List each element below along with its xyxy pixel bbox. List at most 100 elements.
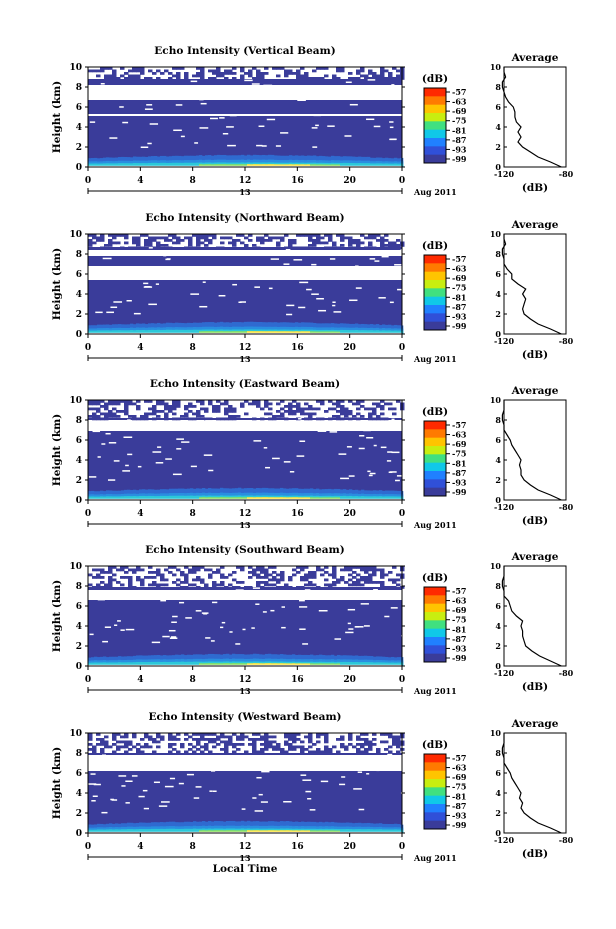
echo-cell	[142, 329, 146, 334]
no-data-speck	[286, 304, 295, 307]
echo-cell	[388, 163, 392, 167]
colorbar-swatch	[424, 479, 446, 489]
x-tick-label: 16	[291, 176, 304, 186]
echo-cell	[370, 330, 374, 334]
colorbar-tick-label: -63	[452, 596, 467, 606]
no-data-speck	[302, 643, 309, 645]
no-data-speck	[220, 626, 224, 629]
colorbar-unit: (dB)	[422, 406, 448, 418]
echo-cell	[224, 735, 229, 739]
echo-cell	[196, 740, 201, 744]
echo-cell	[256, 830, 260, 833]
echo-cell	[364, 748, 369, 751]
no-data-speck	[251, 627, 255, 629]
echo-cell	[139, 330, 143, 334]
echo-cell	[364, 662, 368, 666]
echo-cell	[151, 495, 155, 500]
echo-cell	[124, 330, 128, 334]
profile-title: Average	[511, 718, 559, 730]
echo-cell	[205, 497, 209, 500]
low-echo-region	[88, 418, 402, 500]
echo-cell	[208, 738, 213, 741]
profile-y-tick-label: 10	[490, 395, 502, 405]
echo-cell	[284, 69, 289, 73]
colorbar-swatch	[424, 587, 446, 596]
no-data-speck	[234, 768, 239, 770]
echo-cell	[160, 661, 164, 666]
echo-cell	[108, 77, 113, 80]
echo-cell	[176, 750, 181, 754]
echo-cell	[216, 735, 221, 739]
echo-cell	[128, 402, 133, 406]
echo-cell	[240, 738, 245, 741]
echo-cell	[368, 578, 373, 582]
echo-cell	[212, 583, 217, 587]
echo-cell	[223, 497, 227, 500]
echo-cell	[180, 67, 185, 70]
echo-cell	[380, 77, 385, 80]
echo-cell	[396, 735, 401, 739]
echo-cell	[331, 497, 335, 500]
echo-cell	[256, 72, 261, 75]
no-data-speck	[102, 85, 106, 88]
echo-cell	[292, 573, 297, 577]
echo-cell	[364, 571, 369, 574]
echo-cell	[304, 583, 309, 587]
echo-cell	[277, 331, 281, 334]
no-data-speck	[111, 94, 117, 96]
echo-cell	[348, 583, 353, 587]
no-data-speck	[307, 797, 312, 800]
echo-cell	[280, 236, 285, 240]
echo-cell	[376, 417, 381, 421]
echo-cell	[188, 239, 193, 242]
echo-cell	[288, 412, 293, 416]
echo-cell	[340, 829, 344, 833]
echo-cell	[310, 497, 314, 500]
echo-cell	[248, 586, 253, 589]
echo-cell	[380, 69, 385, 73]
echo-cell	[300, 750, 305, 754]
echo-cell	[356, 578, 361, 582]
echo-cell	[92, 415, 97, 418]
echo-cell	[343, 329, 347, 334]
no-data-speck	[191, 274, 197, 276]
echo-cell	[91, 330, 95, 334]
no-data-layer	[88, 250, 402, 256]
echo-cell	[112, 743, 117, 746]
no-data-speck	[348, 628, 354, 630]
echo-cell	[136, 67, 141, 70]
echo-cell	[250, 164, 254, 167]
echo-cell	[151, 828, 155, 833]
date-marker-label: 13	[239, 187, 251, 197]
no-data-speck	[109, 137, 118, 139]
colorbar-swatch	[424, 770, 446, 780]
echo-cell	[148, 495, 152, 500]
no-data-speck	[168, 629, 176, 632]
echo-cell	[104, 67, 109, 70]
echo-cell	[292, 72, 297, 75]
no-data-speck	[127, 453, 133, 456]
colorbar-swatch	[424, 96, 446, 106]
echo-cell	[264, 740, 269, 744]
echo-cell	[356, 738, 361, 741]
echo-cell	[148, 77, 153, 80]
echo-cell	[288, 69, 293, 73]
echo-cell	[152, 581, 157, 584]
no-data-speck	[334, 86, 342, 89]
no-data-speck	[125, 628, 135, 631]
echo-cell	[228, 573, 233, 577]
echo-cell	[356, 581, 361, 584]
echo-cell	[283, 663, 287, 666]
x-tick-label: 0	[399, 509, 405, 519]
echo-cell	[208, 164, 212, 167]
profile-x-label: (dB)	[522, 182, 548, 194]
no-data-layer	[88, 590, 402, 600]
echo-cell	[352, 566, 357, 569]
echo-cell	[236, 743, 241, 746]
no-data-speck	[108, 442, 117, 444]
echo-cell	[236, 735, 241, 739]
echo-cell	[193, 329, 197, 334]
echo-cell	[196, 566, 201, 569]
no-data-speck	[401, 634, 405, 637]
echo-cell	[100, 750, 105, 754]
